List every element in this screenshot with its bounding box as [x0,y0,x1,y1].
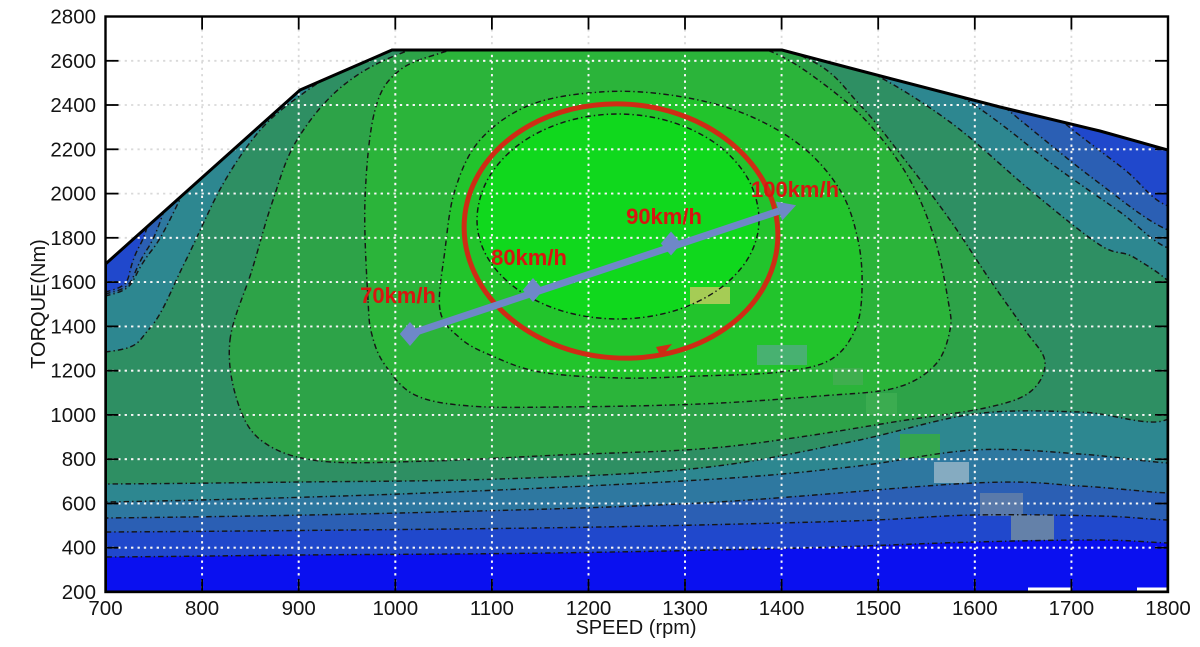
svg-text:800: 800 [185,597,219,620]
svg-text:1200: 1200 [566,597,612,620]
svg-text:SPEED (rpm): SPEED (rpm) [575,617,696,639]
svg-text:1000: 1000 [372,597,418,620]
svg-text:70km/h: 70km/h [360,283,436,308]
svg-text:1600: 1600 [952,597,998,620]
svg-text:1800: 1800 [1145,597,1191,620]
svg-text:TORQUE(Nm): TORQUE(Nm) [28,239,50,369]
svg-text:2800: 2800 [50,6,96,29]
svg-text:1800: 1800 [50,227,96,250]
svg-text:2200: 2200 [50,138,96,161]
svg-text:1400: 1400 [759,597,805,620]
svg-text:80km/h: 80km/h [491,245,567,270]
svg-text:1400: 1400 [50,315,96,338]
svg-text:1000: 1000 [50,404,96,427]
svg-text:1200: 1200 [50,360,96,383]
svg-text:900: 900 [282,597,316,620]
svg-text:1300: 1300 [662,597,708,620]
svg-text:700: 700 [88,597,122,620]
svg-text:800: 800 [62,448,96,471]
svg-text:2000: 2000 [50,183,96,206]
svg-text:90km/h: 90km/h [626,204,702,229]
svg-text:1700: 1700 [1049,597,1095,620]
svg-text:400: 400 [62,537,96,560]
svg-text:2400: 2400 [50,94,96,117]
svg-text:1600: 1600 [50,271,96,294]
svg-text:1100: 1100 [470,597,514,620]
svg-text:200: 200 [62,581,96,604]
svg-text:100km/h: 100km/h [751,177,839,202]
svg-text:600: 600 [62,493,96,516]
svg-text:2600: 2600 [50,50,96,73]
svg-text:1500: 1500 [855,597,901,620]
